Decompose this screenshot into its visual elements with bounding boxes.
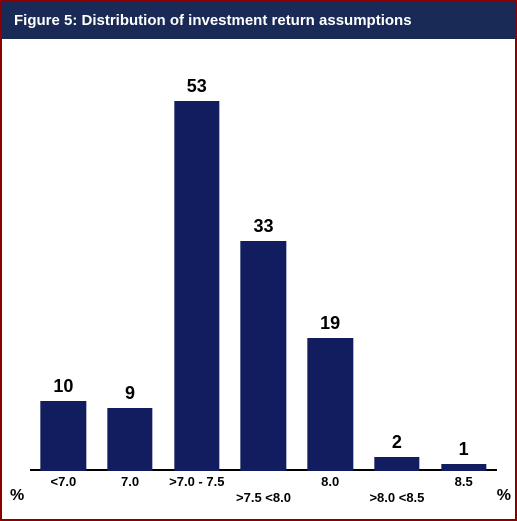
bar xyxy=(441,464,486,471)
bar-value-label: 9 xyxy=(125,383,135,404)
x-axis-category-label: 8.5 xyxy=(455,475,473,489)
x-axis-category-label: >7.5 <8.0 xyxy=(236,491,291,505)
bar-value-label: 1 xyxy=(459,439,469,460)
bar-slot: 33 xyxy=(230,66,297,471)
figure-container: Figure 5: Distribution of investment ret… xyxy=(0,0,517,521)
figure-title: Figure 5: Distribution of investment ret… xyxy=(2,2,515,39)
x-axis-category-label: 8.0 xyxy=(321,475,339,489)
bar xyxy=(241,241,286,471)
x-axis-category-label: 7.0 xyxy=(121,475,139,489)
bar xyxy=(41,401,86,471)
plot-area: 10 9 53 33 19 2 1 xyxy=(30,66,497,471)
bar-value-label: 2 xyxy=(392,432,402,453)
bar-value-label: 19 xyxy=(320,313,340,334)
bar xyxy=(107,408,152,471)
chart: 10 9 53 33 19 2 1 xyxy=(30,66,497,471)
bar-slot: 9 xyxy=(97,66,164,471)
bar xyxy=(308,338,353,471)
x-axis-category-label: >8.0 <8.5 xyxy=(369,491,424,505)
y-axis-unit-right: % xyxy=(497,487,511,505)
x-axis-category-label: <7.0 xyxy=(51,475,77,489)
bar-slot: 10 xyxy=(30,66,97,471)
bar-slot: 53 xyxy=(163,66,230,471)
bar-value-label: 33 xyxy=(253,216,273,237)
bar-slot: 2 xyxy=(364,66,431,471)
bar-slot: 1 xyxy=(430,66,497,471)
bar xyxy=(174,101,219,471)
bar-slot: 19 xyxy=(297,66,364,471)
bar xyxy=(374,457,419,471)
bar-value-label: 53 xyxy=(187,76,207,97)
y-axis-unit-left: % xyxy=(10,487,24,505)
x-axis-category-label: >7.0 - 7.5 xyxy=(169,475,224,489)
x-axis-labels: <7.0 7.0 >7.0 - 7.5 >7.5 <8.0 8.0 >8.0 <8.5 8.… xyxy=(30,475,497,511)
bar-value-label: 10 xyxy=(53,376,73,397)
